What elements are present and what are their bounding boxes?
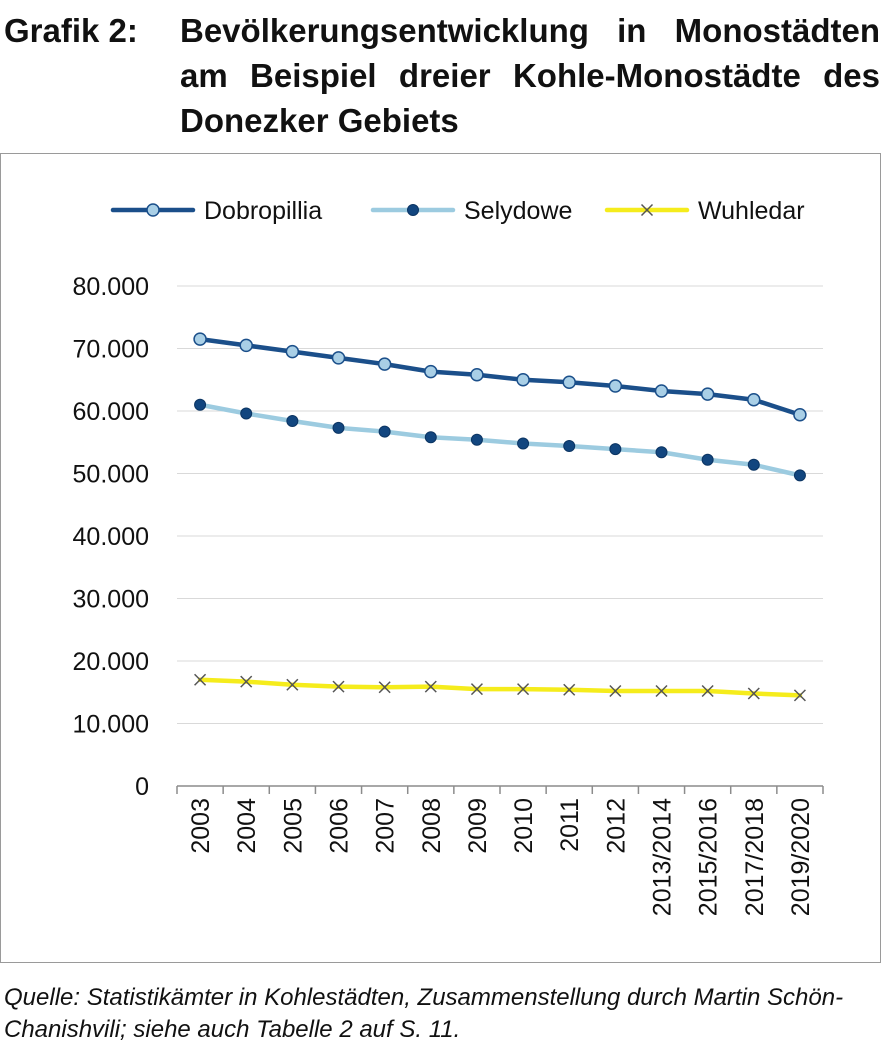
legend-label: Dobropillia (204, 197, 322, 225)
chart-legend: Dobropillia Selydowe Wuhledar (110, 197, 805, 225)
data-point (655, 684, 668, 698)
source-note: Quelle: Statistikämter in Kohlestädten, … (4, 984, 844, 1043)
data-point (470, 683, 483, 696)
data-point (332, 421, 345, 434)
x-tick-label: 2010 (510, 798, 538, 854)
data-point (377, 357, 392, 371)
chart-gridlines (177, 285, 823, 724)
legend-item: Selydowe (370, 197, 572, 225)
data-point (608, 379, 623, 393)
data-point (747, 458, 760, 471)
x-tick-label: 2015/2016 (695, 798, 723, 916)
data-point (194, 673, 207, 686)
data-point (654, 384, 669, 398)
data-point (470, 433, 483, 446)
data-point (193, 332, 207, 346)
y-tick-label: 20.000 (73, 648, 149, 676)
data-point (194, 398, 207, 411)
data-point (424, 431, 437, 444)
data-point (562, 375, 576, 389)
x-tick-label: 2008 (418, 798, 446, 854)
series-selydowe (194, 398, 806, 482)
y-tick-label: 40.000 (73, 523, 149, 551)
chart-frame: Dobropillia Selydowe Wuhledar 0 10.000 20.00… (0, 153, 881, 963)
x-tick-label: 2004 (233, 798, 261, 854)
line-chart: Dobropillia Selydowe Wuhledar 0 10.000 20.00… (73, 197, 824, 916)
y-tick-label: 10.000 (73, 711, 149, 739)
x-tick-label: 2017/2018 (741, 798, 769, 916)
x-tick-label: 2019/2020 (787, 798, 815, 916)
data-point (655, 446, 668, 459)
data-point (240, 407, 253, 420)
data-point (407, 204, 419, 216)
series-line (197, 336, 803, 417)
data-point (517, 683, 530, 696)
data-point (517, 437, 530, 450)
data-point (609, 684, 622, 698)
legend-item: Wuhledar (604, 197, 805, 225)
data-point (146, 203, 160, 217)
data-point (424, 364, 438, 379)
legend-label: Wuhledar (698, 197, 805, 225)
y-tick-label: 50.000 (73, 461, 149, 489)
series-dobropillia (193, 332, 807, 422)
data-point (378, 681, 391, 694)
x-tick-label: 2012 (602, 798, 630, 854)
data-point (700, 387, 715, 401)
x-tick-label: 2009 (464, 798, 492, 854)
data-point (424, 680, 437, 693)
series-line (197, 402, 803, 478)
x-tick-label: 2011 (556, 798, 584, 852)
series-wuhledar (194, 673, 806, 702)
series-line (197, 677, 803, 698)
x-tick-label: 2007 (372, 798, 400, 854)
data-point (747, 687, 760, 700)
data-point (239, 338, 253, 353)
x-tick-label: 2013/2014 (649, 798, 677, 916)
chart-series (193, 332, 807, 702)
y-tick-label: 80.000 (73, 273, 149, 301)
data-point (640, 203, 654, 217)
data-point (332, 680, 345, 693)
data-point (240, 675, 253, 688)
figure-label: Grafik 2: (4, 12, 138, 49)
y-tick-label: 60.000 (73, 398, 149, 426)
data-point (701, 684, 714, 698)
x-axis: 2003 2004 2005 2006 2007 2008 2009 2010 2011 2012… (176, 785, 824, 916)
data-point (793, 408, 807, 422)
y-tick-label: 30.000 (73, 586, 149, 614)
data-point (747, 393, 761, 407)
data-point (701, 453, 714, 466)
x-tick-label: 2006 (326, 798, 354, 854)
data-point (793, 689, 806, 702)
data-point (563, 440, 576, 452)
data-point (609, 443, 622, 456)
data-point (378, 425, 391, 438)
data-point (793, 469, 806, 482)
data-point (563, 683, 576, 696)
legend-label: Selydowe (464, 197, 572, 225)
x-tick-label: 2005 (279, 798, 307, 854)
data-point (516, 373, 530, 387)
y-tick-label: 70.000 (73, 336, 149, 364)
figure-title: Bevölkerungsentwicklung in Monostädten a… (180, 12, 880, 139)
legend-item: Dobropillia (110, 197, 322, 225)
y-tick-label: 0 (135, 773, 149, 801)
data-point (470, 368, 484, 382)
x-tick-label: 2003 (187, 798, 215, 854)
data-point (331, 351, 346, 365)
data-point (286, 415, 299, 427)
data-point (285, 344, 300, 359)
y-axis: 0 10.000 20.000 30.000 40.000 50.000 60.000 70.… (73, 273, 149, 801)
data-point (286, 678, 299, 691)
